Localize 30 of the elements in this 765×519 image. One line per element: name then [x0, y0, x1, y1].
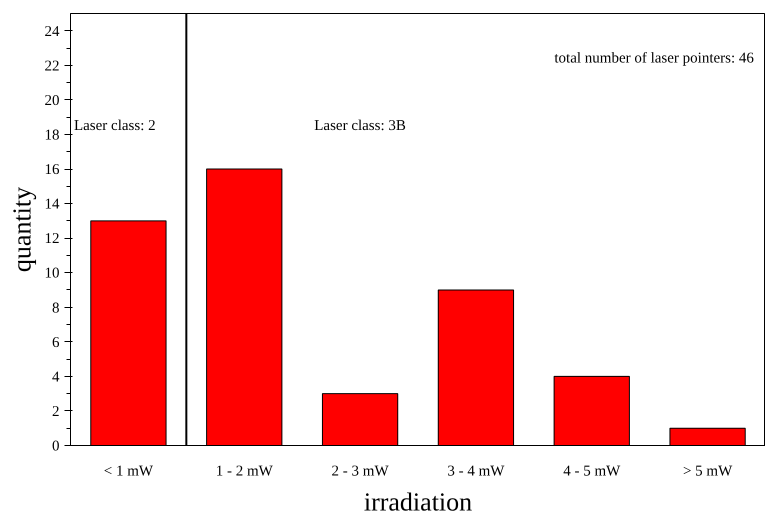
- y-tick-label: 12: [44, 231, 60, 248]
- annotation: Laser class: 3B: [314, 118, 406, 134]
- y-tick-label: 0: [52, 438, 60, 454]
- y-tick-label: 10: [44, 266, 60, 282]
- annotation: Laser class: 2: [74, 118, 156, 134]
- x-tick-label: 1 - 2 mW: [216, 464, 274, 480]
- annotation: total number of laser pointers: 46: [554, 50, 754, 66]
- y-tick-label: 6: [52, 334, 60, 351]
- y-tick-label: 24: [44, 24, 60, 40]
- x-tick-label: 2 - 3 mW: [332, 464, 390, 480]
- y-tick-label: 2: [52, 404, 60, 420]
- y-tick-label: 22: [44, 58, 60, 74]
- bar: [322, 393, 398, 446]
- y-tick-label: 18: [44, 127, 60, 144]
- y-tick-label: 4: [52, 369, 60, 386]
- y-tick-label: 16: [44, 162, 60, 178]
- x-tick-label: < 1 mW: [104, 464, 154, 480]
- bar: [554, 376, 630, 446]
- x-tick-label: > 5 mW: [682, 464, 734, 480]
- x-tick-label: 4 - 5 mW: [563, 464, 622, 480]
- bar: [438, 289, 514, 446]
- y-axis-title: quantity: [8, 186, 36, 272]
- y-tick-label: 20: [44, 92, 60, 109]
- x-axis-title: irradiation: [364, 488, 472, 516]
- bar: [90, 220, 167, 446]
- bar: [206, 168, 282, 446]
- bar: [669, 428, 746, 446]
- y-tick-label: 8: [52, 300, 60, 316]
- y-tick-label: 14: [44, 196, 60, 213]
- x-tick-label: 3 - 4 mW: [447, 464, 506, 480]
